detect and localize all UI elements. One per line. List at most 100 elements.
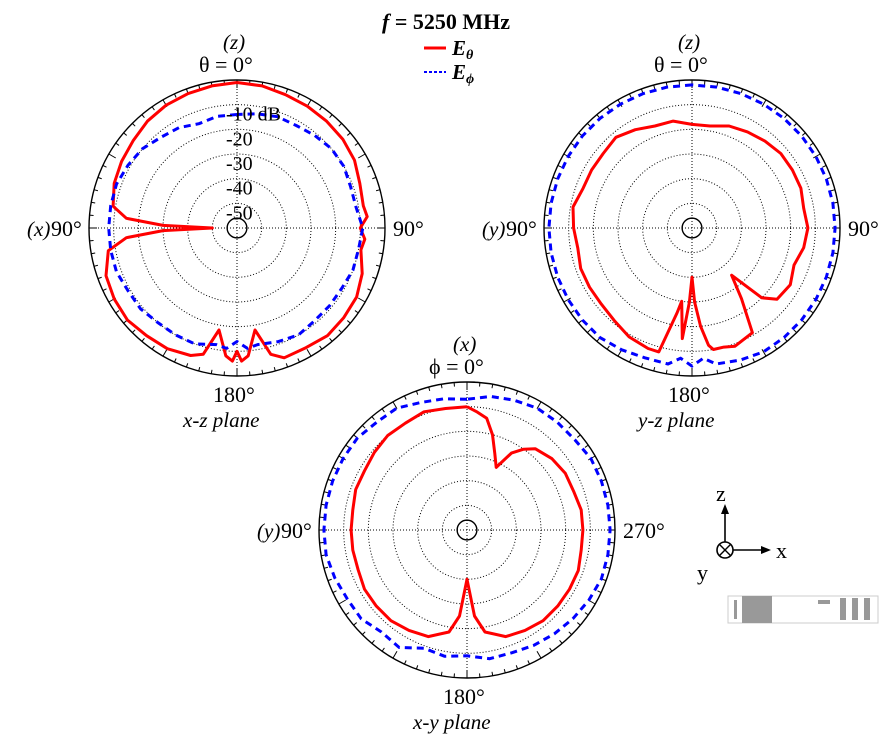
axis-label-left: (y) [257,519,280,543]
angle-tick [503,386,506,392]
angle-tick [332,590,337,594]
series-e-theta-xy [349,405,585,639]
angle-tick [527,660,531,665]
angle-tick [319,106,323,111]
angle-tick [372,176,377,180]
angle-tick [123,320,128,324]
angle-label-top: θ = 0° [654,52,708,77]
angle-tick [570,142,575,146]
angle-tick [793,329,798,334]
angle-tick [93,189,99,192]
angle-tick [378,252,383,255]
angle-tick [503,668,506,674]
angle-label-left: 90° [506,216,537,241]
polar-plot-yz: (z)θ = 0°(y) 90° 90°180°y-z plane [482,30,879,432]
angle-tick [653,366,656,372]
angle-tick [392,650,398,659]
angle-tick [515,665,519,670]
series-e-phi-yz [547,83,837,368]
angle-tick [345,612,350,616]
axis-label-top: (x) [453,332,476,356]
angle-tick [716,82,719,87]
angle-tick [584,444,589,448]
plane-label: y-z plane [636,408,714,432]
angle-tick [576,434,581,438]
angle-tick [151,106,155,111]
angle-tick [428,386,431,392]
angle-tick [640,88,644,93]
angle-tick [809,310,814,314]
angle-tick [608,554,613,557]
angle-tick [306,348,312,357]
series-e-phi-xy [322,394,612,661]
angle-tick [285,363,289,368]
angle-label-bottom: 180° [443,684,485,709]
angle-tick [586,329,591,334]
angle-tick [321,503,326,506]
angle-tick [559,416,563,421]
angle-tick [578,320,583,324]
angle-tick [185,88,189,93]
antenna-sketch-block [742,596,772,623]
angle-tick [546,201,551,204]
angle-tick [345,444,350,448]
ring-label: -50 [226,202,253,224]
y-axis-label: y [697,560,708,585]
axis-label-left: (x) [27,217,50,241]
angle-tick [415,665,419,670]
angle-tick [367,164,372,168]
angle-tick [353,622,358,626]
angle-tick [563,297,572,303]
angle-tick [381,408,385,413]
axis-label-top: (z) [678,30,700,54]
angle-tick [415,390,419,395]
legend-label-theta: Eθ [451,36,474,63]
z-arrowhead [721,504,729,514]
legend-label-phi: Eϕ [451,60,474,87]
angle-label-right: 90° [848,216,879,241]
z-axis-label: z [716,481,726,506]
angle-tick [332,466,337,470]
angle-tick [752,93,756,98]
angle-tick [273,366,276,372]
angle-label-top: θ = 0° [199,52,253,77]
angle-tick [740,88,744,93]
angle-tick [329,337,333,342]
y-axis-into-page [716,541,734,559]
angle-tick [628,93,632,98]
angle-tick [131,122,136,127]
angle-tick [801,320,806,324]
angle-label-bottom: 180° [668,382,710,407]
antenna-sketch-arm-1 [840,598,846,620]
angle-tick [372,276,377,280]
angle-tick [568,424,573,429]
angle-tick [793,122,798,127]
angle-tick [536,401,542,410]
series-e-theta-yz [571,119,810,354]
angle-tick [584,612,589,616]
angle-tick [321,554,326,557]
angle-tick [93,264,99,267]
axis-label-top: (z) [223,30,245,54]
angle-tick [403,660,407,665]
plane-label: x-z plane [182,408,259,432]
antenna-sketch-stub-2 [818,600,830,604]
angle-tick [346,320,351,324]
angle-tick [570,310,575,314]
angle-tick [115,310,120,314]
angle-tick [728,366,731,372]
angle-tick [97,276,102,280]
angle-tick [338,122,343,127]
angle-tick [102,288,107,292]
angle-tick [319,345,323,350]
svg-text:f = 5250 MHz: f = 5250 MHz [382,9,510,34]
angle-tick [361,631,366,636]
angle-tick [141,337,145,342]
angle-tick [605,491,611,494]
angle-tick [605,566,611,569]
grid-ring [211,202,263,254]
angle-tick [586,122,591,127]
angle-tick [198,366,201,372]
angle-tick [91,252,96,255]
angle-tick [784,114,788,119]
